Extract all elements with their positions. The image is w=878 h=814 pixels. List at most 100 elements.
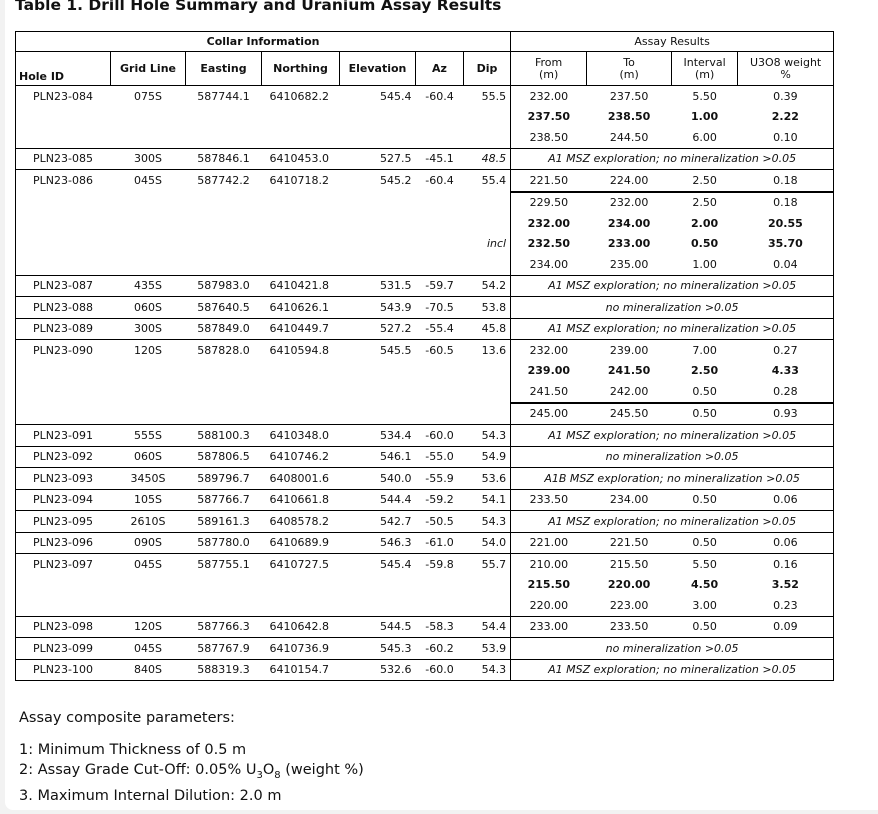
- cell: [15, 360, 111, 381]
- hole-id: PLN23-097: [15, 553, 111, 575]
- elevation: 545.2: [339, 169, 416, 192]
- assay-u3o8: 0.06: [737, 531, 835, 554]
- col-northing: Northing: [261, 51, 340, 86]
- table-row: PLN23-090 120S 587828.0 6410594.8 545.5 -60.5…: [15, 339, 835, 361]
- table-row: PLN23-095 2610S 589161.3 6408578.2 542.7 -50.…: [15, 510, 835, 532]
- assay-u3o8: 0.06: [737, 488, 835, 511]
- assay-to: 244.50: [609, 130, 649, 144]
- table-row: PLN23-096 090S 587780.0 6410689.9 546.3 -61.0…: [15, 531, 835, 554]
- assay-to: 234.00: [586, 488, 672, 511]
- northing: 6410449.7: [261, 317, 340, 340]
- northing: 6410718.2: [261, 169, 340, 192]
- assay-note: no mineralization >0.05: [510, 445, 835, 468]
- cell: [464, 107, 511, 128]
- grid-line: 3450S: [110, 467, 186, 489]
- table-row: PLN23-092 060S 587806.5 6410746.2 546.1 -55.0…: [15, 445, 835, 468]
- azimuth: -60.0: [415, 658, 464, 681]
- page: Table 1. Drill Hole Summary and Uranium …: [5, 0, 878, 810]
- northing: 6410348.0: [261, 424, 340, 446]
- grid-line: 045S: [110, 169, 186, 192]
- cell: [186, 127, 262, 148]
- cell: [262, 254, 340, 275]
- assay-from: 245.00: [510, 401, 587, 425]
- grid-line: 105S: [110, 488, 186, 511]
- assay-u3o8: 0.23: [737, 595, 835, 616]
- northing: 6410421.8: [261, 274, 340, 297]
- cell: [262, 595, 340, 616]
- assay-to: 241.50: [607, 364, 651, 378]
- hole-id: PLN23-089: [15, 317, 111, 340]
- assay-from: 229.50: [510, 190, 587, 213]
- hole-id: PLN23-090: [15, 339, 111, 361]
- northing: 6410594.8: [261, 339, 340, 361]
- assay-interval: 1.00: [691, 110, 719, 124]
- easting: 588100.3: [185, 424, 262, 446]
- assay-to: 232.00: [586, 190, 672, 213]
- assay-to: 220.00: [607, 578, 651, 592]
- assay-interval: 6.00: [692, 130, 717, 144]
- assay-u3o8: 0.18: [737, 190, 835, 213]
- northing: 6410154.7: [261, 658, 340, 681]
- cell: [340, 361, 416, 382]
- northing: 6410746.2: [261, 445, 340, 468]
- assay-note: A1 MSZ exploration; no mineralization >0…: [510, 510, 835, 532]
- elevation: 534.4: [339, 424, 416, 446]
- dip: 54.3: [463, 424, 511, 446]
- northing: 6410682.2: [261, 85, 340, 107]
- cell: [111, 127, 186, 148]
- hole-id: PLN23-085: [15, 147, 111, 170]
- grid-line: 090S: [110, 531, 186, 554]
- assay-note: A1 MSZ exploration; no mineralization >0…: [510, 658, 835, 681]
- elevation: 540.0: [339, 467, 416, 489]
- table-row: 239.00 241.50 2.50 4.33: [15, 360, 835, 382]
- table-row: 229.50 232.00 2.50 0.18: [15, 190, 835, 214]
- assay-from: 232.00: [510, 213, 587, 234]
- northing: 6410661.8: [261, 488, 340, 511]
- elevation: 527.5: [339, 147, 416, 170]
- easting: 587780.0: [185, 531, 262, 554]
- northing: 6408001.6: [261, 467, 340, 489]
- cell: [262, 403, 340, 425]
- cell: [111, 361, 186, 382]
- col-easting: Easting: [185, 51, 262, 86]
- dip: 53.8: [463, 296, 511, 318]
- cell: [464, 595, 511, 616]
- elevation: 543.9: [339, 296, 416, 318]
- cell: [186, 254, 262, 275]
- cell: [111, 192, 186, 214]
- cell: [111, 254, 186, 275]
- assay-interval: 4.50: [691, 578, 719, 592]
- cell: [416, 192, 464, 214]
- table-row: 234.00 235.00 1.00 0.04: [15, 254, 835, 275]
- param-2: 2: Assay Grade Cut-Off: 0.05% U3O8 (weig…: [19, 762, 364, 781]
- assay-interval: 7.00: [671, 339, 738, 361]
- assay-to: 237.50: [586, 85, 672, 107]
- azimuth: -61.0: [415, 531, 464, 554]
- assay-from: 233.50: [510, 488, 587, 511]
- cell: [15, 213, 111, 234]
- cell: [340, 234, 416, 255]
- easting: 587640.5: [185, 296, 262, 318]
- cell: [186, 575, 262, 596]
- assay-from: 233.00: [510, 615, 587, 638]
- cell: [262, 127, 340, 148]
- dip: 53.9: [463, 637, 511, 659]
- cell: [340, 254, 416, 275]
- hole-id: PLN23-096: [15, 531, 111, 554]
- elevation: 542.7: [339, 510, 416, 532]
- hole-id: PLN23-098: [15, 615, 111, 638]
- cell: [186, 192, 262, 214]
- easting: 589796.7: [185, 467, 262, 489]
- azimuth: -55.9: [415, 467, 464, 489]
- cell: [262, 213, 340, 234]
- northing: 6410453.0: [261, 147, 340, 170]
- grid-line: 075S: [110, 85, 186, 107]
- table-row: PLN23-100 840S 588319.3 6410154.7 532.6 -60.0…: [15, 658, 835, 681]
- cell: [340, 575, 416, 596]
- assay-note: A1 MSZ exploration; no mineralization >0…: [510, 317, 835, 340]
- assay-from: 210.00: [510, 553, 587, 575]
- cell: [15, 595, 111, 616]
- hole-id: PLN23-099: [15, 637, 111, 659]
- cell: [262, 575, 340, 596]
- cell: [416, 361, 464, 382]
